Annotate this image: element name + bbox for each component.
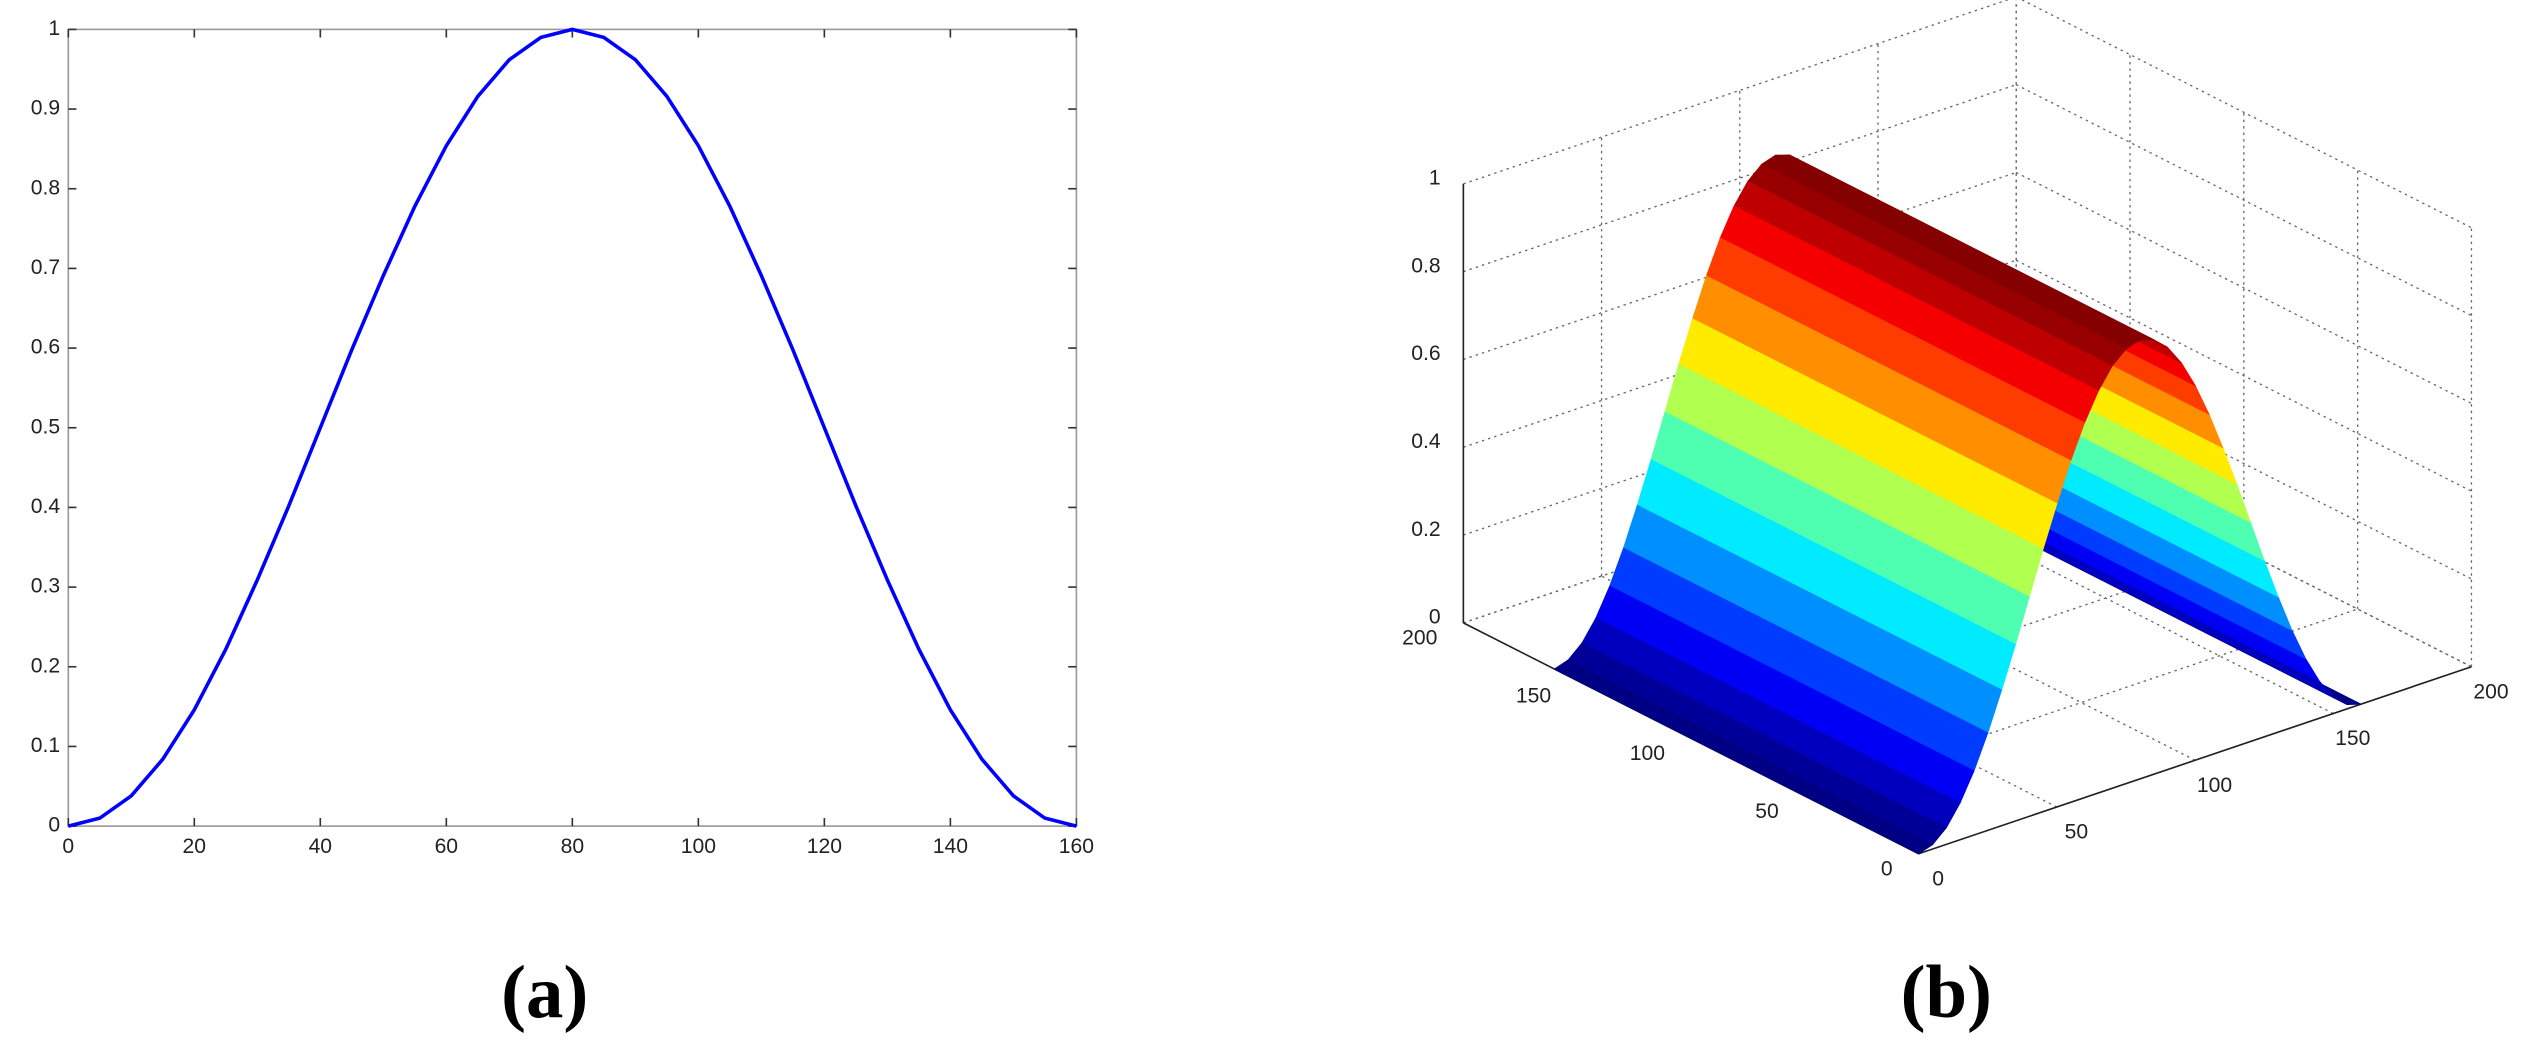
y-tick-label: 0.7 bbox=[31, 256, 60, 279]
y-tick-label: 0.9 bbox=[31, 97, 60, 120]
z-tick-label: 0.8 bbox=[1411, 254, 1440, 277]
x-tick-label: 0 bbox=[1932, 867, 1944, 890]
x-tick-label: 200 bbox=[2473, 680, 2508, 703]
x-tick-label: 100 bbox=[681, 835, 716, 858]
y-tick-label: 50 bbox=[1755, 800, 1779, 823]
y-tick-label: 0.6 bbox=[31, 336, 60, 359]
line-series bbox=[67, 27, 1077, 828]
y-tick-label: 0 bbox=[1881, 858, 1893, 881]
grid-line bbox=[2015, 84, 2472, 317]
z-tick-label: 0.4 bbox=[1411, 430, 1441, 453]
caption: (a) bbox=[501, 951, 588, 1034]
x-tick-label: 80 bbox=[561, 835, 585, 858]
z-tick-label: 0 bbox=[1429, 606, 1441, 629]
y-tick-label: 0.5 bbox=[31, 415, 60, 438]
z-tick-label: 0.2 bbox=[1411, 518, 1440, 541]
plot-frame bbox=[67, 28, 1078, 827]
y-tick-label: 0.1 bbox=[31, 734, 60, 757]
x-tick-label: 20 bbox=[183, 835, 207, 858]
x-tick-label: 140 bbox=[933, 835, 968, 858]
x-tick-label: 120 bbox=[807, 835, 842, 858]
y-tick-label: 200 bbox=[1402, 627, 1437, 650]
y-tick-label: 0.2 bbox=[31, 654, 60, 677]
grid-line bbox=[2015, 171, 2472, 404]
x-tick-label: 0 bbox=[62, 835, 74, 858]
y-tick-label: 0.4 bbox=[31, 495, 61, 518]
caption: (b) bbox=[1901, 951, 1992, 1034]
y-tick-label: 1 bbox=[48, 17, 60, 40]
x-tick-label: 160 bbox=[1059, 835, 1094, 858]
y-tick-label: 150 bbox=[1516, 684, 1551, 707]
surface-strip bbox=[1553, 659, 1934, 855]
z-tick-label: 1 bbox=[1429, 167, 1441, 190]
x-tick-label: 150 bbox=[2335, 727, 2370, 750]
y-tick-label: 0.3 bbox=[31, 575, 60, 598]
z-tick-label: 0.6 bbox=[1411, 342, 1440, 365]
x-tick-label: 60 bbox=[435, 835, 459, 858]
x-tick-label: 50 bbox=[2065, 821, 2089, 844]
grid-line bbox=[2020, 0, 2472, 229]
y-tick-label: 0 bbox=[48, 814, 60, 837]
x-tick-label: 100 bbox=[2197, 774, 2232, 797]
x-tick-label: 40 bbox=[309, 835, 333, 858]
y-tick-label: 100 bbox=[1630, 742, 1665, 765]
y-tick-label: 0.8 bbox=[31, 176, 60, 199]
grid-line bbox=[2015, 259, 2472, 492]
x-axis bbox=[1918, 666, 2472, 855]
